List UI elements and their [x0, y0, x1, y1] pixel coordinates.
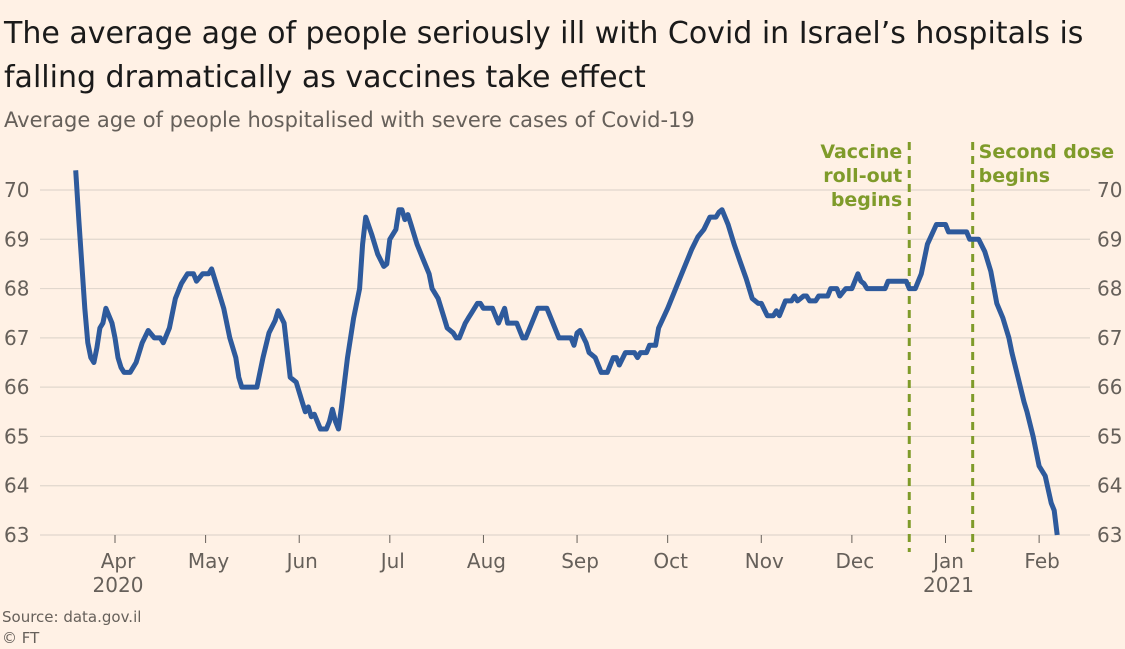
copyright-note: © FT [2, 629, 40, 647]
y-axis-left: 63 64 65 66 67 68 69 70 [4, 178, 29, 547]
y-tick-label-right-65: 65 [1097, 424, 1122, 448]
chart-title: The average age of people seriously ill … [4, 16, 1084, 95]
series-line-1 [73, 170, 1060, 536]
annotation-text-2-1: Second dose [979, 141, 1114, 163]
y-tick-label-right-70: 70 [1097, 178, 1122, 202]
x-tick-label-Aug: Aug [467, 549, 506, 573]
x-tick-label-May: May [188, 549, 230, 573]
y-axis-right: 63 64 65 66 67 68 69 70 [1097, 178, 1122, 547]
y-tick-label-left-66: 66 [4, 375, 29, 399]
y-tick-label-right-66: 66 [1097, 375, 1122, 399]
x-tick-label-Oct: Oct [653, 549, 688, 573]
x-tick-label-Jun: Jun [285, 549, 318, 573]
x-tick-sublabel-2020: 2020 [93, 573, 144, 597]
y-tick-label-left-64: 64 [4, 474, 29, 498]
annotation-text-1-1: Vaccine [820, 141, 902, 163]
x-tick-label-Apr: Apr [101, 549, 136, 573]
y-tick-label-right-67: 67 [1097, 326, 1122, 350]
x-tick-label-Feb: Feb [1024, 549, 1059, 573]
annotation-text-1-3: begins [831, 189, 902, 211]
annotation-text-1-2: roll-out [823, 165, 902, 187]
y-tick-label-left-65: 65 [4, 424, 29, 448]
x-tick-label-Dec: Dec [836, 549, 875, 573]
source-note: Source: data.gov.il [2, 608, 142, 626]
x-tick-label-Nov: Nov [745, 549, 784, 573]
x-tick-label-Sep: Sep [561, 549, 599, 573]
y-tick-label-left-67: 67 [4, 326, 29, 350]
y-tick-label-right-68: 68 [1097, 277, 1122, 301]
y-tick-label-right-64: 64 [1097, 474, 1122, 498]
annotation-text-2-2: begins [979, 165, 1050, 187]
series-layer [73, 170, 1060, 536]
x-tick-label-Jan: Jan [931, 549, 964, 573]
y-tick-label-left-69: 69 [4, 227, 29, 251]
grid-lines [40, 189, 1090, 536]
x-tick-sublabel-2021: 2021 [923, 573, 974, 597]
y-tick-label-left-70: 70 [4, 178, 29, 202]
y-tick-label-left-68: 68 [4, 277, 29, 301]
chart-subtitle: Average age of people hospitalised with … [4, 108, 695, 132]
y-tick-label-left-63: 63 [4, 523, 29, 547]
y-tick-label-right-63: 63 [1097, 523, 1122, 547]
y-tick-label-right-69: 69 [1097, 227, 1122, 251]
x-tick-label-Jul: Jul [379, 549, 405, 573]
